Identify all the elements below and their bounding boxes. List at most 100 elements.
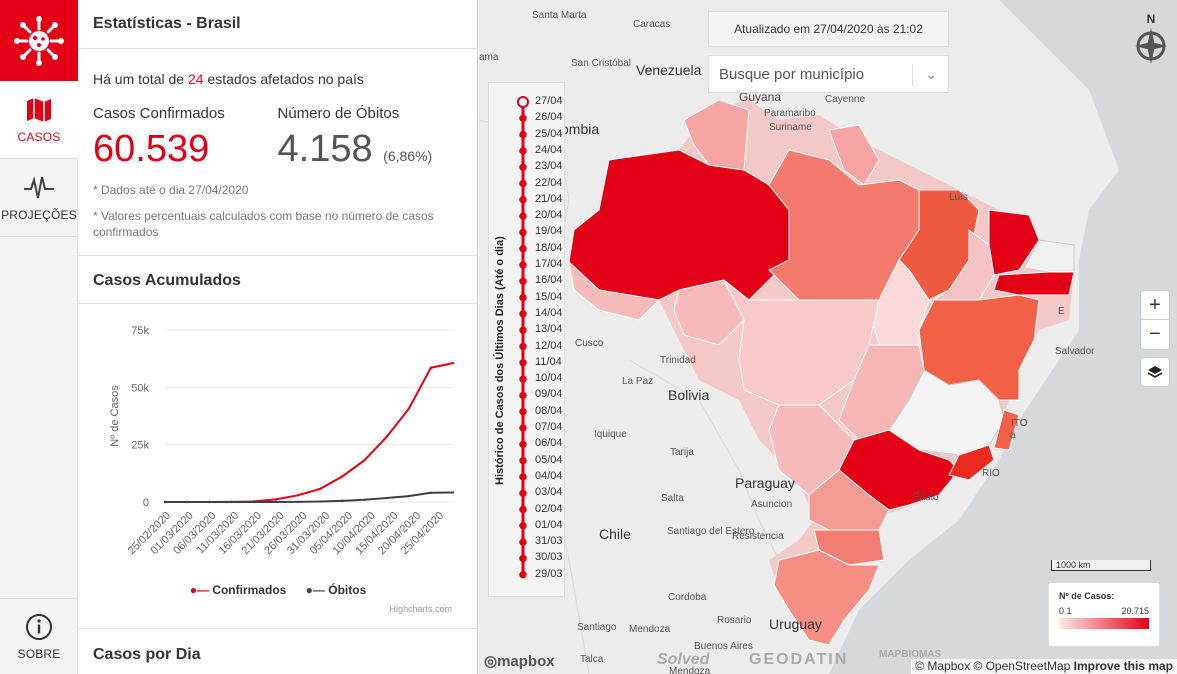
state-pe[interactable] — [993, 271, 1075, 296]
timeline-dot[interactable] — [519, 391, 527, 400]
timeline-date[interactable]: 11/04 — [535, 355, 562, 368]
data-point[interactable] — [429, 366, 433, 369]
attribution-text[interactable]: © Mapbox © OpenStreetMap — [915, 659, 1071, 673]
timeline-date[interactable]: 26/04 — [535, 111, 563, 124]
timeline-dot[interactable] — [519, 359, 527, 367]
timeline-date[interactable]: 07/04 — [535, 421, 563, 433]
timeline-date[interactable]: 14/04 — [535, 306, 563, 319]
timeline-date[interactable]: 01/04 — [535, 518, 563, 531]
chevron-down-icon[interactable]: ⌄ — [925, 66, 937, 82]
state-mato-grosso[interactable] — [723, 279, 880, 406]
timeline-dot[interactable] — [519, 228, 527, 237]
data-point[interactable] — [407, 407, 410, 410]
app-logo[interactable] — [0, 0, 78, 81]
timeline-dot[interactable] — [519, 130, 527, 139]
data-point[interactable] — [185, 500, 189, 503]
timeline-date[interactable]: 18/04 — [535, 241, 563, 254]
timeline-dot[interactable] — [519, 163, 527, 171]
timeline-date[interactable]: 12/04 — [535, 339, 563, 352]
data-point[interactable] — [208, 500, 211, 503]
compass-icon[interactable]: N — [1133, 12, 1169, 72]
timeline-dot[interactable] — [519, 440, 527, 448]
data-point[interactable] — [163, 500, 167, 503]
data-point[interactable] — [296, 493, 300, 497]
timeline-dot[interactable] — [519, 212, 527, 220]
data-point[interactable] — [230, 500, 233, 503]
timeline-date[interactable]: 10/04 — [535, 372, 563, 385]
zoom-in-button[interactable]: + — [1141, 291, 1169, 320]
timeline-dot[interactable] — [519, 277, 527, 286]
timeline-dot[interactable] — [519, 505, 527, 514]
timeline-dot[interactable] — [519, 245, 527, 253]
timeline-dot[interactable] — [519, 179, 527, 188]
timeline-date[interactable]: 21/04 — [535, 192, 563, 205]
timeline-dot[interactable] — [519, 456, 527, 465]
timeline-dot[interactable] — [519, 408, 527, 416]
timeline-date[interactable]: 15/04 — [535, 290, 563, 303]
mapbox-logo[interactable]: ◎mapbox — [484, 653, 555, 670]
timeline-date[interactable]: 03/04 — [535, 486, 563, 499]
timeline-date[interactable]: 31/03 — [535, 535, 563, 548]
data-point[interactable] — [451, 361, 455, 364]
data-point[interactable] — [407, 494, 410, 497]
timeline-date[interactable]: 29/03 — [535, 567, 563, 580]
state-rs[interactable] — [773, 549, 880, 646]
data-point[interactable] — [274, 500, 277, 503]
timeline-date[interactable]: 13/04 — [535, 323, 563, 336]
timeline-dot[interactable] — [519, 326, 527, 334]
data-point[interactable] — [385, 496, 388, 499]
state-es[interactable] — [993, 409, 1020, 451]
data-point[interactable] — [318, 487, 322, 490]
timeline-dot[interactable] — [517, 96, 529, 108]
data-point[interactable] — [363, 458, 366, 462]
timeline-date[interactable]: 08/04 — [535, 404, 563, 417]
data-point[interactable] — [341, 474, 344, 478]
timeline-date[interactable]: 05/04 — [535, 453, 563, 466]
timeline-date[interactable]: 30/03 — [535, 551, 563, 564]
timeline-date[interactable]: 25/04 — [535, 127, 563, 140]
data-point[interactable] — [274, 497, 277, 501]
timeline-dot[interactable] — [519, 196, 527, 204]
zoom-out-button[interactable]: − — [1149, 323, 1161, 345]
timeline-dot[interactable] — [519, 554, 527, 563]
layers-button[interactable] — [1140, 357, 1170, 387]
municipality-search[interactable]: Busque por município ⌄ — [708, 55, 949, 93]
data-point[interactable] — [363, 498, 366, 501]
data-point[interactable] — [296, 500, 300, 503]
timeline-date[interactable]: 17/04 — [535, 258, 563, 270]
timeline-dot[interactable] — [519, 375, 527, 383]
timeline-dot[interactable] — [519, 114, 527, 122]
data-point[interactable] — [318, 499, 322, 503]
data-point[interactable] — [429, 491, 433, 494]
legend-confirmed[interactable]: ●— Confirmados — [189, 582, 287, 597]
state-maranhao[interactable] — [898, 189, 980, 301]
data-point[interactable] — [252, 500, 255, 503]
improve-map-link[interactable]: Improve this map — [1073, 659, 1173, 673]
timeline-date[interactable]: 22/04 — [535, 176, 563, 189]
nav-projecoes[interactable]: PROJEÇÕES — [0, 159, 78, 237]
timeline-date[interactable]: 06/04 — [535, 437, 563, 450]
timeline-date[interactable]: 16/04 — [535, 274, 563, 287]
timeline-dot[interactable] — [519, 310, 527, 318]
series-line-obitos[interactable] — [165, 491, 454, 503]
nav-casos[interactable]: CASOS — [0, 81, 78, 159]
timeline-dot[interactable] — [519, 473, 527, 481]
timeline-date[interactable]: 27/04 — [535, 95, 563, 107]
nav-sobre[interactable]: SOBRE — [0, 598, 78, 674]
timeline-dot[interactable] — [519, 571, 527, 579]
timeline-date[interactable]: 04/04 — [535, 469, 563, 482]
timeline-date[interactable]: 02/04 — [535, 502, 563, 515]
timeline-dot[interactable] — [519, 293, 527, 302]
timeline-dot[interactable] — [519, 261, 527, 269]
map-view[interactable]: Santa Marta Caracas San Cristóbal Venezu… — [479, 0, 1177, 674]
data-point[interactable] — [385, 435, 388, 438]
state-acre[interactable] — [568, 260, 661, 321]
timeline-dot[interactable] — [519, 489, 527, 497]
timeline-date[interactable]: 09/04 — [535, 388, 563, 401]
state-roraima[interactable] — [683, 99, 750, 171]
timeline-date[interactable]: 20/04 — [535, 209, 563, 222]
state-amapa[interactable] — [828, 124, 880, 186]
timeline-dot[interactable] — [519, 522, 527, 530]
timeline-dot[interactable] — [519, 538, 527, 546]
legend-deaths[interactable]: ●— Óbitos — [305, 582, 367, 597]
